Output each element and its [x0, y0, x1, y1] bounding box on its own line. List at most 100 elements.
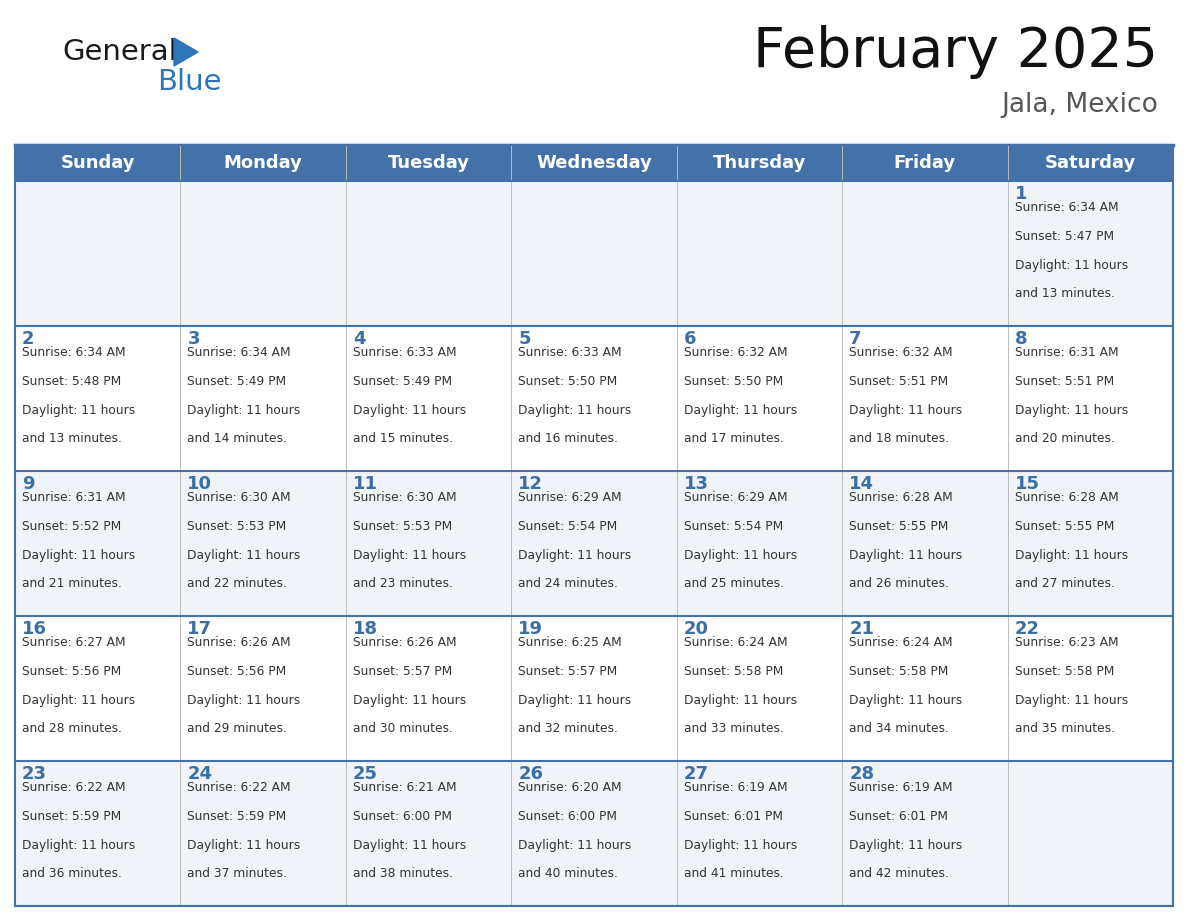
Text: Sunrise: 6:32 AM: Sunrise: 6:32 AM [849, 346, 953, 359]
Text: Sunrise: 6:29 AM: Sunrise: 6:29 AM [518, 491, 621, 504]
Text: Sunrise: 6:33 AM: Sunrise: 6:33 AM [353, 346, 456, 359]
Text: Daylight: 11 hours: Daylight: 11 hours [1015, 549, 1127, 562]
Text: Sunrise: 6:23 AM: Sunrise: 6:23 AM [1015, 636, 1118, 649]
Text: Sunrise: 6:30 AM: Sunrise: 6:30 AM [188, 491, 291, 504]
Text: 7: 7 [849, 330, 861, 348]
Text: Sunset: 5:51 PM: Sunset: 5:51 PM [849, 375, 948, 387]
Text: 15: 15 [1015, 475, 1040, 493]
Text: Daylight: 11 hours: Daylight: 11 hours [188, 839, 301, 852]
Text: 25: 25 [353, 765, 378, 783]
Text: 6: 6 [684, 330, 696, 348]
Text: Sunrise: 6:24 AM: Sunrise: 6:24 AM [849, 636, 953, 649]
Text: and 26 minutes.: and 26 minutes. [849, 577, 949, 590]
Text: Sunset: 5:58 PM: Sunset: 5:58 PM [849, 665, 948, 677]
Text: 16: 16 [23, 620, 48, 638]
Text: 17: 17 [188, 620, 213, 638]
Text: Sunset: 6:01 PM: Sunset: 6:01 PM [684, 810, 783, 823]
Text: Jala, Mexico: Jala, Mexico [1001, 92, 1158, 118]
Text: 26: 26 [518, 765, 543, 783]
Text: 27: 27 [684, 765, 709, 783]
Text: Sunrise: 6:34 AM: Sunrise: 6:34 AM [188, 346, 291, 359]
Bar [15, 761, 1173, 906]
Text: Sunset: 6:00 PM: Sunset: 6:00 PM [518, 810, 618, 823]
Text: Daylight: 11 hours: Daylight: 11 hours [684, 694, 797, 707]
Text: and 32 minutes.: and 32 minutes. [518, 722, 618, 735]
Text: 2: 2 [23, 330, 34, 348]
Text: and 18 minutes.: and 18 minutes. [849, 432, 949, 445]
Text: Sunset: 5:50 PM: Sunset: 5:50 PM [684, 375, 783, 387]
Text: Sunset: 5:56 PM: Sunset: 5:56 PM [23, 665, 121, 677]
Text: Sunset: 5:59 PM: Sunset: 5:59 PM [188, 810, 286, 823]
Text: 12: 12 [518, 475, 543, 493]
Text: Sunrise: 6:22 AM: Sunrise: 6:22 AM [188, 781, 291, 794]
Text: and 34 minutes.: and 34 minutes. [849, 722, 949, 735]
Text: Sunset: 5:56 PM: Sunset: 5:56 PM [188, 665, 286, 677]
Text: Daylight: 11 hours: Daylight: 11 hours [684, 404, 797, 417]
Text: Friday: Friday [893, 154, 956, 172]
Text: 3: 3 [188, 330, 200, 348]
Text: Sunrise: 6:31 AM: Sunrise: 6:31 AM [23, 491, 126, 504]
Text: Sunday: Sunday [61, 154, 135, 172]
Text: and 13 minutes.: and 13 minutes. [23, 432, 122, 445]
Text: Daylight: 11 hours: Daylight: 11 hours [518, 549, 632, 562]
Bar [15, 145, 1173, 181]
Text: Sunrise: 6:19 AM: Sunrise: 6:19 AM [684, 781, 788, 794]
Text: 28: 28 [849, 765, 874, 783]
Text: General: General [62, 38, 177, 66]
Text: 19: 19 [518, 620, 543, 638]
Text: Sunset: 5:53 PM: Sunset: 5:53 PM [188, 520, 286, 532]
Text: Thursday: Thursday [713, 154, 807, 172]
Text: Tuesday: Tuesday [387, 154, 469, 172]
Text: Daylight: 11 hours: Daylight: 11 hours [353, 694, 466, 707]
Text: Sunrise: 6:22 AM: Sunrise: 6:22 AM [23, 781, 126, 794]
Text: and 41 minutes.: and 41 minutes. [684, 868, 784, 880]
Text: Sunset: 5:57 PM: Sunset: 5:57 PM [518, 665, 618, 677]
Text: Daylight: 11 hours: Daylight: 11 hours [518, 694, 632, 707]
Text: Sunset: 6:01 PM: Sunset: 6:01 PM [849, 810, 948, 823]
Text: Monday: Monday [223, 154, 303, 172]
Text: February 2025: February 2025 [753, 25, 1158, 79]
Text: Sunrise: 6:31 AM: Sunrise: 6:31 AM [1015, 346, 1118, 359]
Text: and 38 minutes.: and 38 minutes. [353, 868, 453, 880]
Text: Sunset: 5:54 PM: Sunset: 5:54 PM [518, 520, 618, 532]
Text: Daylight: 11 hours: Daylight: 11 hours [23, 549, 135, 562]
Text: 1: 1 [1015, 185, 1028, 203]
Text: Daylight: 11 hours: Daylight: 11 hours [23, 404, 135, 417]
Text: Daylight: 11 hours: Daylight: 11 hours [353, 549, 466, 562]
Text: Sunset: 6:00 PM: Sunset: 6:00 PM [353, 810, 451, 823]
Polygon shape [173, 38, 198, 66]
Text: Daylight: 11 hours: Daylight: 11 hours [23, 839, 135, 852]
Text: Sunrise: 6:28 AM: Sunrise: 6:28 AM [1015, 491, 1118, 504]
Text: Sunrise: 6:34 AM: Sunrise: 6:34 AM [23, 346, 126, 359]
Text: 18: 18 [353, 620, 378, 638]
Text: Daylight: 11 hours: Daylight: 11 hours [1015, 694, 1127, 707]
Text: and 33 minutes.: and 33 minutes. [684, 722, 784, 735]
Text: Sunset: 5:54 PM: Sunset: 5:54 PM [684, 520, 783, 532]
Text: Daylight: 11 hours: Daylight: 11 hours [188, 694, 301, 707]
Text: Sunset: 5:47 PM: Sunset: 5:47 PM [1015, 230, 1113, 242]
Text: Sunrise: 6:26 AM: Sunrise: 6:26 AM [188, 636, 291, 649]
Text: Sunrise: 6:20 AM: Sunrise: 6:20 AM [518, 781, 621, 794]
Text: and 25 minutes.: and 25 minutes. [684, 577, 784, 590]
Text: Sunset: 5:58 PM: Sunset: 5:58 PM [684, 665, 783, 677]
Text: 13: 13 [684, 475, 709, 493]
Text: Daylight: 11 hours: Daylight: 11 hours [849, 839, 962, 852]
Text: Saturday: Saturday [1044, 154, 1136, 172]
Text: Daylight: 11 hours: Daylight: 11 hours [849, 404, 962, 417]
Text: Daylight: 11 hours: Daylight: 11 hours [23, 694, 135, 707]
Bar [15, 616, 1173, 761]
Text: 24: 24 [188, 765, 213, 783]
Bar [15, 181, 1173, 326]
Text: Sunrise: 6:34 AM: Sunrise: 6:34 AM [1015, 201, 1118, 214]
Text: Sunset: 5:49 PM: Sunset: 5:49 PM [188, 375, 286, 387]
Text: Sunrise: 6:32 AM: Sunrise: 6:32 AM [684, 346, 788, 359]
Text: Daylight: 11 hours: Daylight: 11 hours [684, 549, 797, 562]
Text: Daylight: 11 hours: Daylight: 11 hours [849, 549, 962, 562]
Text: and 42 minutes.: and 42 minutes. [849, 868, 949, 880]
Text: Sunset: 5:52 PM: Sunset: 5:52 PM [23, 520, 121, 532]
Text: Sunrise: 6:33 AM: Sunrise: 6:33 AM [518, 346, 621, 359]
Text: and 36 minutes.: and 36 minutes. [23, 868, 122, 880]
Text: Daylight: 11 hours: Daylight: 11 hours [1015, 404, 1127, 417]
Text: Sunrise: 6:30 AM: Sunrise: 6:30 AM [353, 491, 456, 504]
Text: Sunrise: 6:28 AM: Sunrise: 6:28 AM [849, 491, 953, 504]
